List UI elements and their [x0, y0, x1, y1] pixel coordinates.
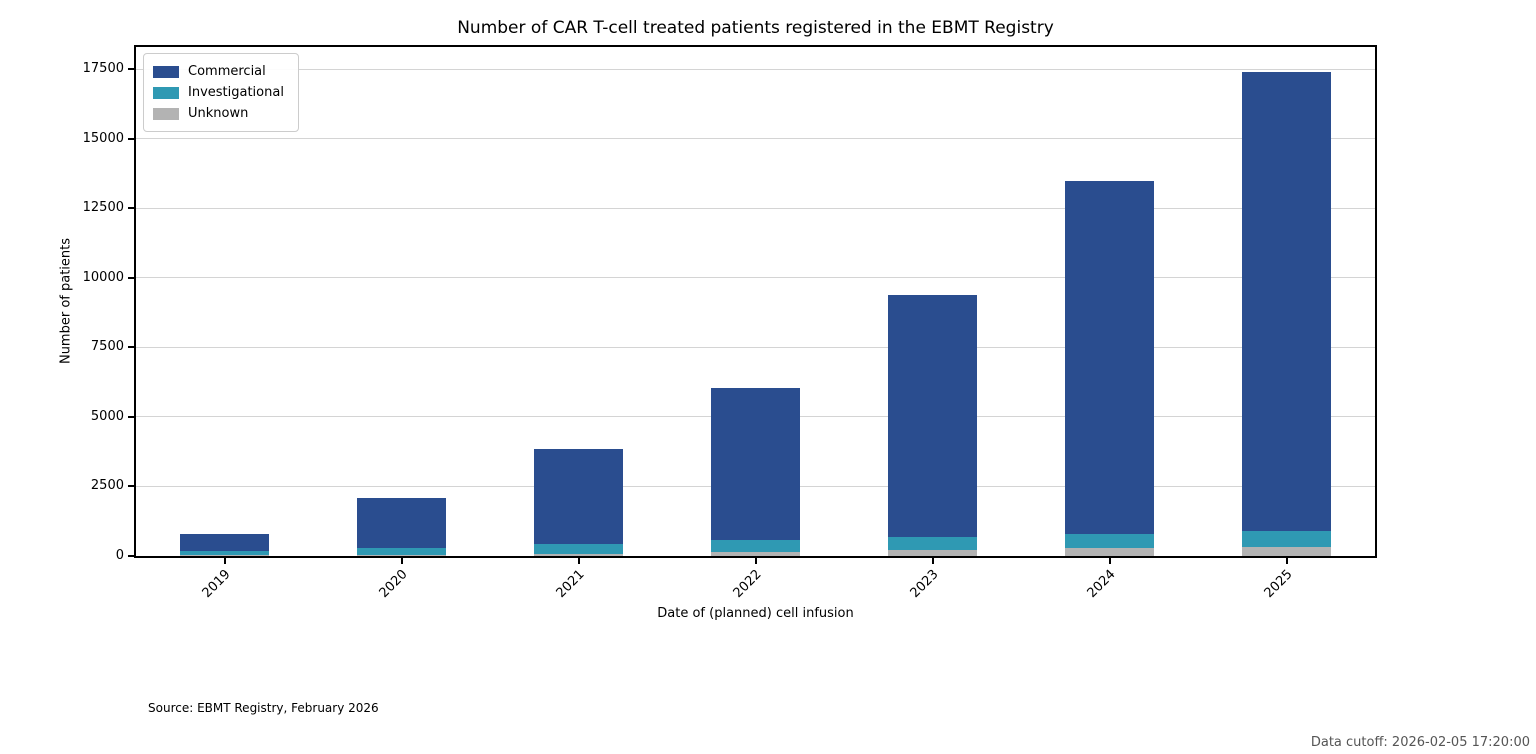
bar-segment-commercial-2022	[711, 387, 800, 541]
bar-segment-commercial-2023	[888, 294, 977, 537]
legend-swatch-commercial	[153, 65, 179, 78]
legend: Commercial Investigational Unknown	[143, 53, 299, 132]
y-tick-mark-5000	[128, 415, 134, 418]
bar-segment-investigational-2022	[711, 540, 800, 553]
y-tick-label-17500: 17500	[82, 61, 124, 77]
y-tick-label-12500: 12500	[82, 200, 124, 216]
bar-segment-commercial-2024	[1065, 180, 1154, 534]
bar-segment-commercial-2020	[357, 497, 446, 549]
x-tick-mark-2019	[223, 558, 226, 564]
legend-swatch-investigational	[153, 86, 179, 99]
bar-segment-unknown-2023	[888, 550, 977, 556]
bar-segment-commercial-2025	[1242, 72, 1331, 531]
plot-area: Commercial Investigational Unknown	[134, 45, 1377, 558]
y-tick-mark-15000	[128, 137, 134, 140]
bar-segment-commercial-2021	[534, 449, 623, 545]
gridline-12500	[136, 207, 1375, 209]
gridline-15000	[136, 138, 1375, 140]
y-tick-label-2500: 2500	[90, 478, 124, 494]
bar-segment-unknown-2024	[1065, 548, 1154, 556]
bar-segment-unknown-2022	[711, 552, 800, 556]
y-tick-label-0: 0	[115, 548, 124, 563]
x-tick-mark-2023	[931, 558, 934, 564]
bar-segment-investigational-2021	[534, 544, 623, 555]
y-tick-mark-7500	[128, 346, 134, 349]
y-tick-mark-2500	[128, 485, 134, 488]
bar-segment-commercial-2019	[180, 533, 269, 551]
legend-item-commercial: Commercial	[153, 61, 284, 82]
x-tick-mark-2020	[400, 558, 403, 564]
y-tick-mark-17500	[128, 68, 134, 71]
y-tick-label-7500: 7500	[90, 339, 124, 355]
bar-segment-unknown-2020	[357, 554, 446, 556]
bar-segment-unknown-2019	[180, 555, 269, 556]
gridline-7500	[136, 346, 1375, 348]
legend-label-investigational: Investigational	[188, 85, 284, 100]
bar-segment-investigational-2025	[1242, 530, 1331, 547]
legend-swatch-unknown	[153, 107, 179, 120]
y-tick-label-5000: 5000	[90, 408, 124, 424]
gridline-10000	[136, 277, 1375, 279]
y-tick-label-10000: 10000	[82, 269, 124, 285]
y-tick-mark-10000	[128, 276, 134, 279]
bar-segment-investigational-2020	[357, 548, 446, 555]
x-tick-mark-2024	[1108, 558, 1111, 564]
bar-segment-investigational-2019	[180, 550, 269, 556]
bar-segment-unknown-2021	[534, 554, 623, 556]
y-tick-mark-0	[128, 555, 134, 557]
legend-label-unknown: Unknown	[188, 106, 249, 121]
chart-title: Number of CAR T-cell treated patients re…	[457, 18, 1054, 38]
data-cutoff-note: Data cutoff: 2026-02-05 17:20:00	[1310, 735, 1530, 750]
x-tick-mark-2022	[754, 558, 757, 564]
bar-segment-investigational-2024	[1065, 533, 1154, 549]
x-axis-label: Date of (planned) cell infusion	[657, 606, 854, 621]
bar-segment-unknown-2025	[1242, 546, 1331, 556]
legend-item-unknown: Unknown	[153, 103, 284, 124]
x-tick-mark-2021	[577, 558, 580, 564]
y-tick-label-15000: 15000	[82, 130, 124, 146]
legend-item-investigational: Investigational	[153, 82, 284, 103]
legend-label-commercial: Commercial	[188, 64, 266, 79]
x-tick-mark-2025	[1285, 558, 1288, 564]
gridline-17500	[136, 68, 1375, 70]
y-tick-mark-12500	[128, 207, 134, 210]
source-note: Source: EBMT Registry, February 2026	[148, 701, 379, 715]
bar-segment-investigational-2023	[888, 536, 977, 551]
